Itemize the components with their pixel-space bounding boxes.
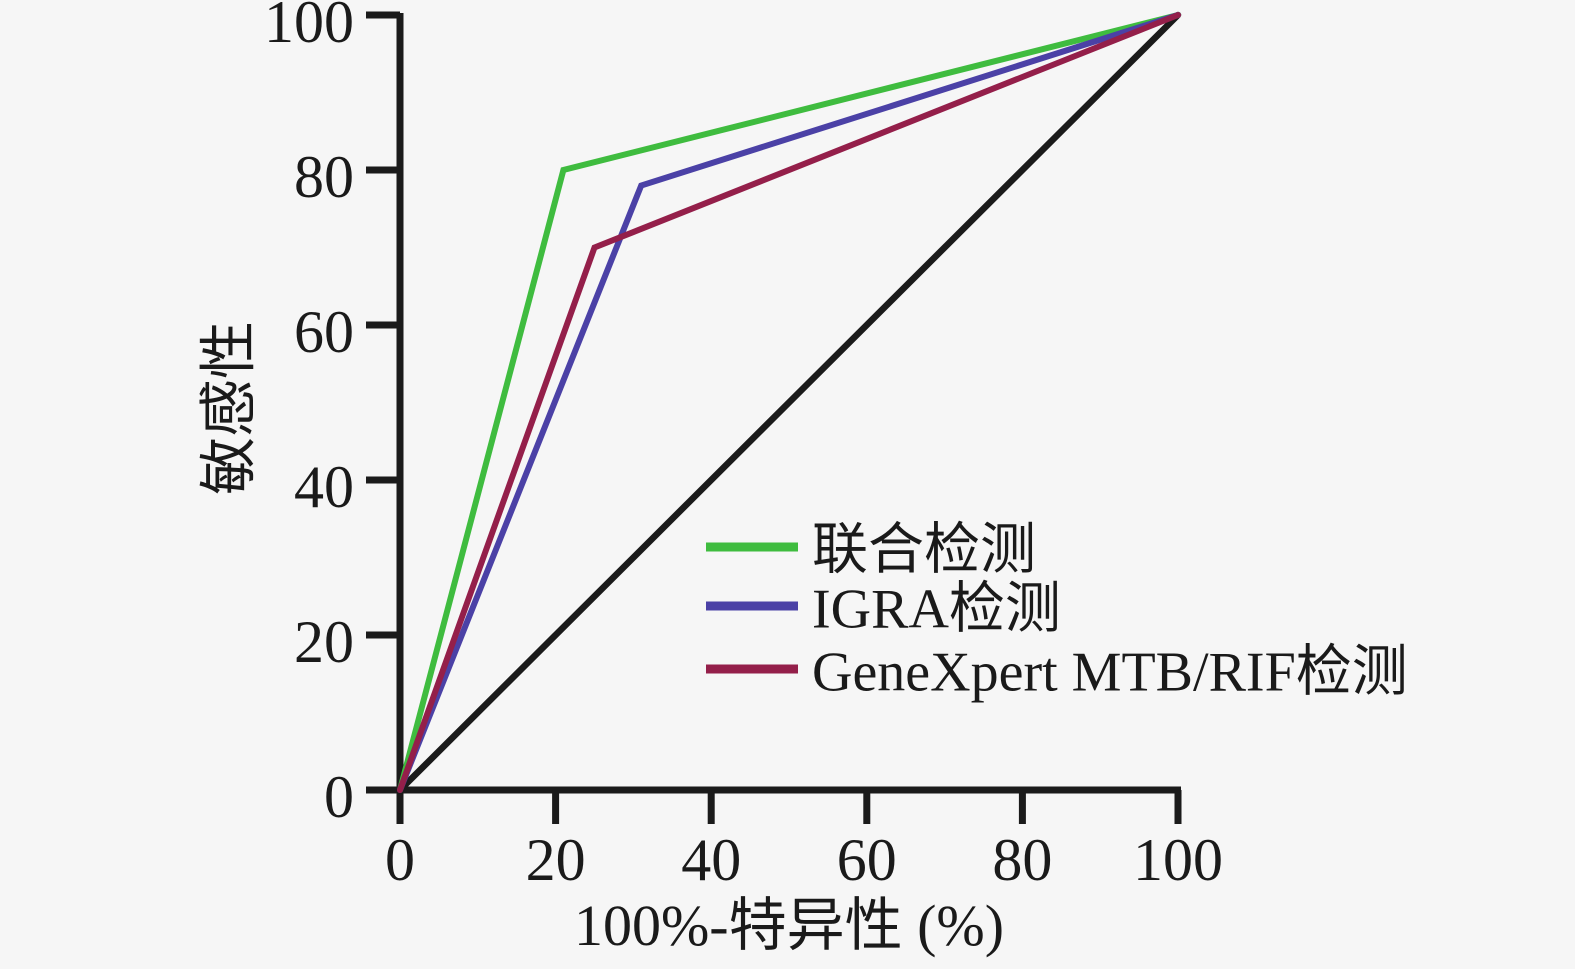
x-tick-label: 80 <box>992 827 1052 893</box>
x-tick-label: 20 <box>526 827 586 893</box>
y-tick-label: 40 <box>294 454 354 520</box>
y-tick-label: 20 <box>294 609 354 675</box>
x-axis-title: 100%-特异性 (%) <box>574 893 1004 958</box>
y-tick-label: 80 <box>294 144 354 210</box>
x-tick-label: 100 <box>1133 827 1223 893</box>
series-line-reference <box>396 11 1182 794</box>
x-tick-label: 40 <box>681 827 741 893</box>
legend-label: IGRA检测 <box>812 578 1061 640</box>
y-tick-label: 60 <box>294 299 354 365</box>
series-line-联合检测 <box>397 12 1181 793</box>
series-line-GeneXpert MTB/RIF检测 <box>397 12 1181 793</box>
y-axis-title: 敏感性 <box>196 321 261 495</box>
y-tick-label: 0 <box>324 764 354 830</box>
x-tick-label: 60 <box>837 827 897 893</box>
x-tick-label: 0 <box>385 827 415 893</box>
legend-label: 联合检测 <box>812 519 1036 581</box>
legend-label: GeneXpert MTB/RIF检测 <box>812 641 1408 703</box>
y-tick-label: 100 <box>264 0 354 55</box>
series-line-IGRA检测 <box>397 12 1181 793</box>
